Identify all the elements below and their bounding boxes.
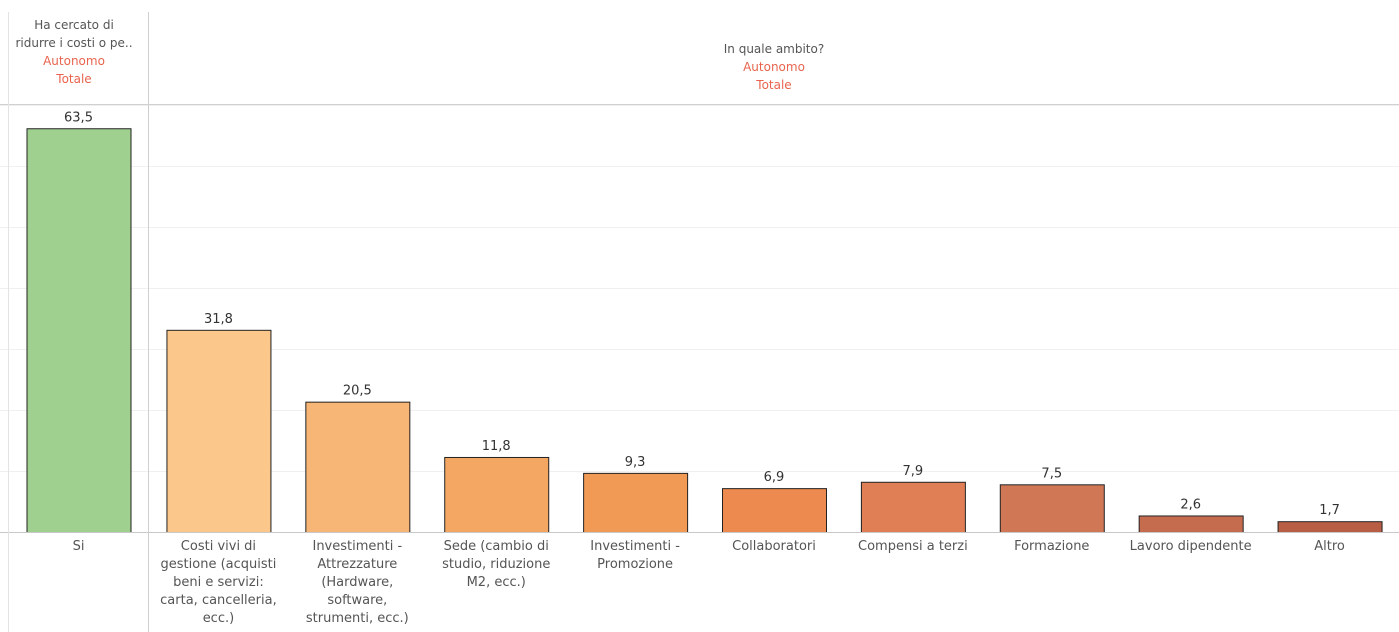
header-right-line-3: Totale <box>756 78 792 92</box>
header-left-line-3: Autonomo <box>43 54 105 68</box>
right-value-label-5: 7,9 <box>903 464 924 479</box>
bars <box>26 128 1383 534</box>
right-bar-4[interactable] <box>722 488 827 533</box>
right-value-label-3: 9,3 <box>625 455 646 470</box>
right-x-label-3: Investimenti - Promozione <box>590 539 680 572</box>
right-x-label-0: Costi vivi di gestione (acquisti beni e … <box>160 539 277 626</box>
right-value-label-4: 6,9 <box>764 470 785 485</box>
left-value-label-0: 63,5 <box>64 110 93 125</box>
right-x-label-1: Investimenti - Attrezzature (Hardware, s… <box>305 539 409 626</box>
right-bar-0[interactable] <box>166 329 272 533</box>
right-x-label-5: Compensi a terzi <box>858 539 968 554</box>
value-labels: 63,5 31,8 20,5 11,8 9,3 6,9 7,9 7,5 2,6 1,7 <box>64 110 1340 518</box>
chart-frame <box>0 12 1399 632</box>
right-value-label-6: 7,5 <box>1041 466 1062 481</box>
header-left-line-4: Totale <box>56 72 92 86</box>
right-bar-5[interactable] <box>860 481 966 533</box>
right-bar-2[interactable] <box>444 456 550 534</box>
right-bar-3[interactable] <box>583 472 689 533</box>
header-left-line-1: Ha cercato di <box>34 18 114 32</box>
right-value-label-8: 1,7 <box>1319 503 1340 518</box>
right-value-label-0: 31,8 <box>204 312 233 327</box>
right-bar-1[interactable] <box>305 401 411 533</box>
header-right: In quale ambito? Autonomo Totale <box>149 40 1399 94</box>
header-left: Ha cercato di ridurre i costi o pe.. Aut… <box>0 16 148 88</box>
right-x-label-2: Sede (cambio di studio, riduzione M2, ec… <box>442 539 551 590</box>
left-x-label-0: Si <box>72 539 85 554</box>
right-value-label-1: 20,5 <box>343 384 372 399</box>
right-x-label-8: Altro <box>1314 539 1345 554</box>
right-bar-6[interactable] <box>999 484 1105 534</box>
right-bar-8[interactable] <box>1277 521 1383 533</box>
right-x-label-6: Formazione <box>1014 539 1090 554</box>
header-left-line-2: ridurre i costi o pe.. <box>15 36 133 50</box>
right-value-label-7: 2,6 <box>1180 497 1201 512</box>
header-right-line-1: In quale ambito? <box>723 42 825 56</box>
header-right-line-2: Autonomo <box>743 60 805 74</box>
right-x-label-4: Collaboratori <box>732 539 816 554</box>
right-bar-7[interactable] <box>1138 515 1244 533</box>
left-bar-0[interactable] <box>26 128 132 534</box>
right-value-label-2: 11,8 <box>482 439 511 454</box>
right-x-label-7: Lavoro dipendente <box>1129 539 1252 554</box>
